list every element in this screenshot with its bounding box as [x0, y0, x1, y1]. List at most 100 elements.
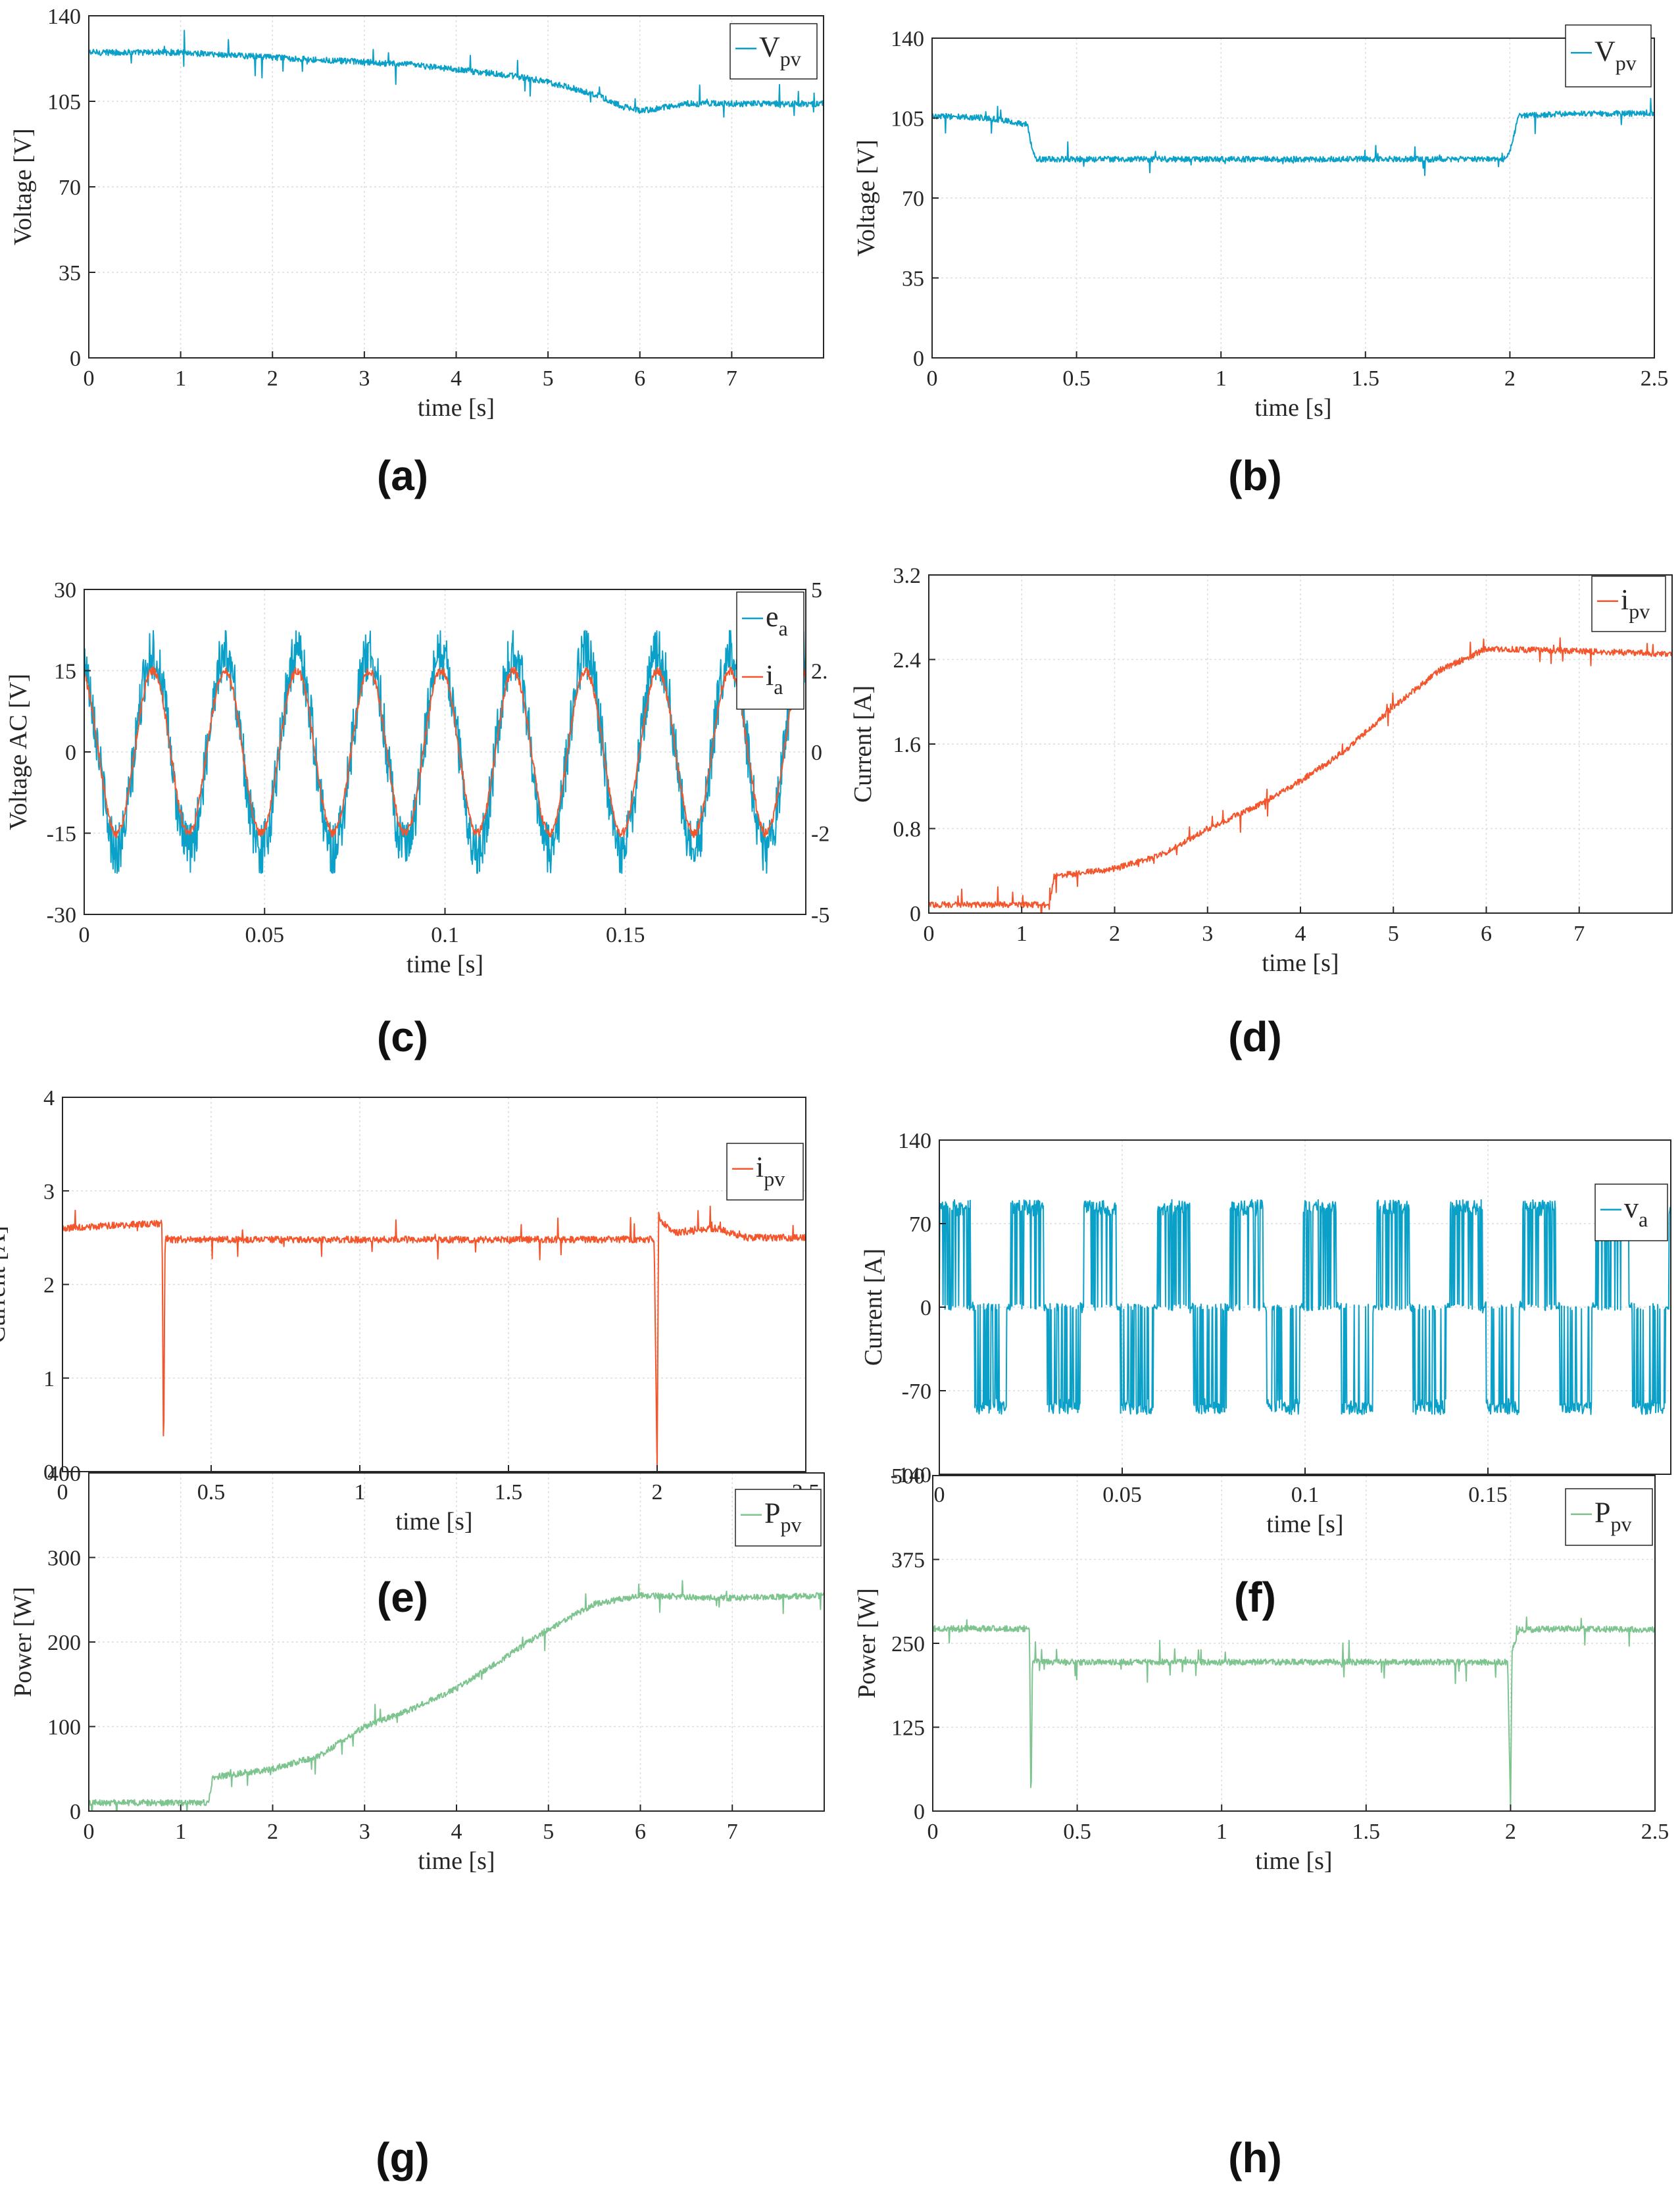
x-tick-label-b-3: 1.5	[1352, 366, 1380, 391]
y-tick-label-b-2: 70	[902, 187, 924, 211]
x-axis-label-a: time [s]	[418, 394, 495, 422]
legend-label-c-ea: ea	[766, 601, 788, 640]
x-axis-label-d: time [s]	[1262, 949, 1339, 977]
y-tick-label-c-3: 15	[54, 660, 76, 684]
legend-box-g	[735, 1489, 822, 1547]
x-tick-label-a-4: 4	[451, 366, 462, 391]
y-tick-label-g-2: 200	[47, 1631, 81, 1655]
legend-label-e-ipv: ipv	[756, 1151, 785, 1191]
legend-box-e	[726, 1143, 804, 1201]
y-tick-label-b-4: 140	[891, 27, 924, 51]
x-tick-label-a-5: 5	[543, 366, 554, 391]
panel-label-c: (c)	[377, 1013, 428, 1060]
y-tick-label-g-4: 400	[47, 1462, 81, 1486]
legend-box-h	[1565, 1488, 1653, 1546]
x-tick-label-b-0: 0	[927, 366, 938, 391]
x-tick-label-f-1: 0.05	[1102, 1483, 1142, 1507]
panel-label-b: (b)	[1228, 452, 1282, 499]
y-axis-label-f: Current [A]	[860, 1249, 887, 1366]
y-axis-label-b: Voltage [V]	[852, 139, 880, 257]
legend-label-d-ipv: ipv	[1621, 584, 1650, 623]
y-tick-label-h-1: 125	[891, 1716, 925, 1741]
y-tick-label-a-3: 105	[47, 90, 81, 114]
x-tick-label-g-5: 5	[543, 1820, 554, 1844]
legend-e: ipv	[726, 1143, 804, 1201]
legend-label-c-ia: ia	[766, 659, 783, 699]
y-tick-label-f-0: -140	[891, 1463, 931, 1487]
series-line-f-va	[939, 1199, 1671, 1416]
y-tick-label-f-4: 140	[898, 1129, 931, 1153]
x-axis-label-e: time [s]	[395, 1508, 472, 1535]
x-tick-label-c-0: 0	[79, 923, 90, 947]
panel-label-h: (h)	[1228, 2134, 1282, 2181]
x-tick-label-d-4: 4	[1295, 922, 1306, 946]
legend-label-b-Vpv: Vpv	[1594, 35, 1637, 74]
panel-label-g: (g)	[376, 2134, 430, 2181]
x-tick-label-h-1: 0.5	[1063, 1820, 1091, 1844]
x-tick-label-e-3: 1.5	[495, 1480, 523, 1505]
chart-c: 0 0.05 0.1 0.15 -30 -15 0 15 30 -5 -2 0 2. 5 time [s] V…	[5, 578, 829, 1060]
x-axis-label-b: time [s]	[1254, 394, 1331, 422]
legend-h: Ppv	[1565, 1488, 1653, 1546]
x-tick-label-g-1: 1	[175, 1820, 186, 1844]
right-y-tick-label-c-1: -2	[811, 822, 829, 847]
chart-b: 0 0.5 1 1.5 2 2.5 0 35 70 105 140 time [s] Voltage […	[852, 24, 1669, 499]
x-tick-label-h-0: 0	[927, 1820, 939, 1844]
y-axis-label-e: Current [A]	[0, 1226, 11, 1343]
x-tick-label-d-1: 1	[1016, 922, 1027, 946]
y-tick-label-d-2: 1.6	[893, 733, 922, 757]
legend-a: Vpv	[729, 23, 818, 80]
x-tick-label-d-2: 2	[1109, 922, 1120, 946]
chart-e: 00.511.522.501234time [s]Current [A]ipv(…	[0, 1086, 820, 1621]
y-tick-label-g-3: 300	[47, 1547, 81, 1571]
legend-g: Ppv	[735, 1489, 822, 1547]
y-tick-label-e-1: 1	[43, 1367, 55, 1391]
y-tick-label-h-4: 500	[891, 1464, 925, 1489]
y-tick-label-e-4: 4	[43, 1086, 55, 1110]
y-axis-label-c: Voltage AC [V]	[5, 674, 32, 830]
panel-label-f: (f)	[1234, 1574, 1276, 1621]
x-tick-label-a-7: 7	[726, 366, 737, 391]
y-tick-label-h-0: 0	[914, 1800, 925, 1824]
series-group-e	[62, 1205, 806, 1471]
y-tick-label-d-3: 2.4	[893, 649, 922, 673]
y-tick-label-e-3: 3	[43, 1180, 55, 1204]
x-tick-label-a-0: 0	[84, 366, 95, 391]
y-tick-label-c-4: 30	[54, 578, 76, 603]
y-tick-label-b-3: 105	[891, 107, 924, 132]
y-tick-label-b-0: 0	[913, 347, 924, 371]
right-y-tick-label-c-2: 0	[811, 741, 822, 765]
x-tick-label-c-1: 0.05	[245, 923, 285, 947]
x-tick-label-d-6: 6	[1481, 922, 1492, 946]
y-tick-label-f-2: 0	[920, 1296, 931, 1320]
x-tick-label-b-5: 2.5	[1641, 366, 1669, 391]
x-tick-label-e-1: 0.5	[197, 1480, 226, 1505]
x-tick-label-b-4: 2	[1504, 366, 1516, 391]
x-tick-label-d-3: 3	[1202, 922, 1213, 946]
y-tick-label-h-2: 250	[891, 1632, 925, 1656]
legend-d: ipv	[1591, 576, 1666, 632]
series-line-d-ipv	[929, 637, 1672, 913]
legend-box-f	[1594, 1183, 1668, 1241]
x-tick-label-g-0: 0	[84, 1820, 95, 1844]
y-tick-label-a-0: 0	[70, 347, 81, 371]
legend-label-g-Ppv: Ppv	[764, 1497, 801, 1537]
y-tick-label-d-4: 3.2	[893, 564, 922, 588]
series-line-c-ea	[84, 630, 806, 874]
y-axis-label-h: Power [W]	[853, 1588, 881, 1699]
legend-label-f-va: va	[1624, 1192, 1648, 1232]
x-tick-label-a-6: 6	[634, 366, 645, 391]
chart-h: 0 0.5 1 1.5 2 2.5 0 125 250 375 500 time [s] Power […	[853, 1464, 1669, 2181]
legend-b: Vpv	[1565, 24, 1652, 87]
legend-label-h-Ppv: Ppv	[1594, 1497, 1631, 1536]
y-tick-label-c-1: -15	[47, 822, 76, 847]
x-tick-label-c-2: 0.1	[431, 923, 459, 947]
right-y-tick-label-c-0: -5	[811, 903, 829, 928]
x-tick-label-h-2: 1	[1216, 1820, 1227, 1844]
x-tick-label-a-3: 3	[358, 366, 370, 391]
x-tick-label-h-5: 2.5	[1641, 1820, 1669, 1844]
x-tick-label-a-2: 2	[267, 366, 278, 391]
x-tick-label-e-0: 0	[57, 1480, 68, 1505]
